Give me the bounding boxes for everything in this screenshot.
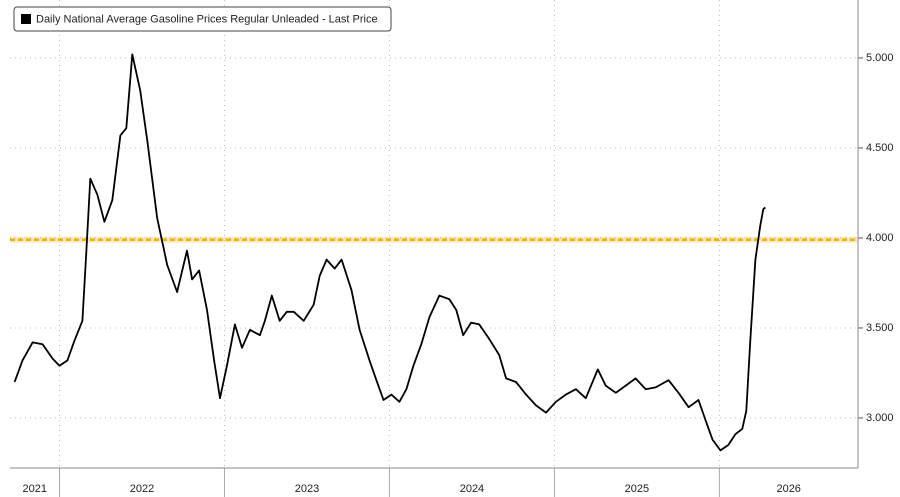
plot-layer: 3.000 3.500 4.000 4.500 5.000 2021 2022 2023 202… (10, 0, 894, 497)
x-tick-label: 2024 (460, 483, 484, 495)
x-tick-label: 2023 (295, 483, 319, 495)
legend-swatch (21, 14, 31, 24)
y-tick-label: 4.500 (866, 142, 894, 154)
x-tick-label: 2021 (23, 483, 47, 495)
legend-box (13, 6, 392, 32)
y-tick-label: 3.000 (866, 412, 894, 424)
legend-label: Daily National Average Gasoline Prices R… (36, 13, 378, 25)
series-line (13, 53, 766, 452)
x-tick-label: 2025 (625, 483, 649, 495)
x-tick-label: 2022 (130, 483, 154, 495)
x-tick-label: 2026 (776, 483, 800, 495)
y-tick-label: 4.000 (866, 232, 894, 244)
y-tick-label: 3.500 (866, 322, 894, 334)
y-tick-label: 5.000 (866, 52, 894, 64)
